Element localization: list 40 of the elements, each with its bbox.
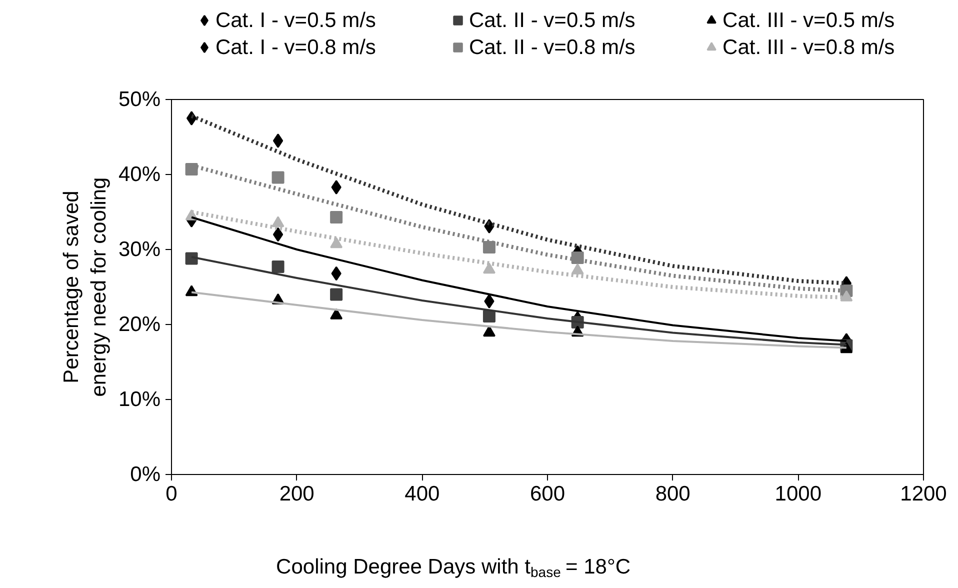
point — [272, 260, 284, 273]
point — [185, 252, 198, 265]
point — [272, 216, 284, 228]
legend-label: Cat. I - v=0.8 m/s — [215, 36, 376, 59]
legend-label: Cat. III - v=0.8 m/s — [722, 36, 895, 59]
point — [272, 171, 284, 184]
point — [840, 290, 853, 302]
point — [331, 266, 342, 281]
point — [330, 288, 343, 301]
point — [482, 241, 496, 254]
point — [482, 310, 496, 322]
point — [482, 262, 496, 274]
point — [272, 134, 284, 148]
legend-label: Cat. II - v=0.8 m/s — [469, 36, 636, 59]
point — [330, 308, 343, 320]
y-tick-label: 40% — [118, 163, 160, 186]
point — [331, 180, 342, 194]
y-tick-label: 30% — [118, 238, 160, 261]
point — [484, 294, 494, 308]
x-tick-label: 400 — [404, 482, 440, 506]
x-tick-label: 800 — [655, 482, 690, 506]
y-tick-label: 20% — [118, 313, 160, 336]
y-tick-label: 0% — [130, 463, 161, 486]
x-tick-label: 600 — [530, 482, 566, 506]
point — [330, 237, 343, 248]
point — [482, 326, 496, 337]
legend-label: Cat. I - v=0.5 m/s — [215, 9, 376, 32]
y-tick-label: 50% — [118, 88, 160, 111]
x-tick-label: 0 — [166, 482, 178, 506]
legend-label: Cat. II - v=0.5 m/s — [469, 9, 636, 32]
point — [330, 211, 343, 224]
x-tick-label: 1000 — [774, 482, 822, 506]
legend-label: Cat. III - v=0.5 m/s — [722, 9, 895, 32]
x-tick-label: 1200 — [900, 482, 947, 506]
point — [272, 227, 284, 242]
y-axis-title: Percentage of saved energy need for cooling — [60, 177, 110, 397]
x-tick-label: 200 — [279, 482, 314, 506]
point — [571, 263, 584, 274]
point — [185, 163, 198, 176]
y-tick-label: 10% — [118, 388, 160, 411]
